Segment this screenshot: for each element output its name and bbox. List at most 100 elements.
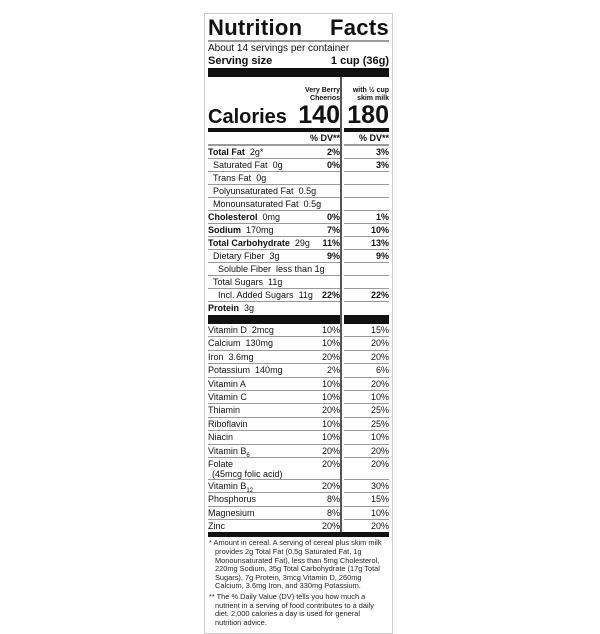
vitamin-dv-cereal: 10% (321, 338, 340, 349)
nutrient-row-milk (344, 172, 389, 185)
nutrient-row-milk (344, 198, 389, 211)
nutrient-name: Incl. Added Sugars (218, 290, 294, 300)
dv-header-milk: % DV** (344, 132, 389, 146)
nutrient-amount: 11g (298, 290, 313, 300)
nutrient-amount: 170mg (246, 225, 274, 235)
vitamin-dv-milk: 25% (370, 418, 389, 429)
vitamin-dv-cereal: 10% (321, 391, 340, 402)
nutrient-label: Soluble Fiber less than 1g (218, 263, 325, 275)
nutrient-row-milk: 22% (344, 289, 389, 302)
nutrient-amount: 11g (268, 277, 283, 287)
vitamin-name: Folate (208, 458, 234, 469)
vitamin-row: Riboflavin 10% (208, 418, 340, 432)
vitamin-row: Potassium 140mg 2% (208, 364, 340, 378)
vitamin-dv-milk: 20% (370, 445, 389, 456)
nutrient-dv-cereal: 2% (326, 147, 340, 157)
vitamin-dv-milk: 15% (370, 494, 389, 505)
vitamin-name: Zinc (208, 521, 226, 532)
nutrient-row: Dietary Fiber 3g 9% (208, 250, 340, 263)
vitamin-label: Vitamin D 2mcg (208, 324, 274, 336)
vitamin-dv-cereal: 20% (321, 458, 340, 469)
vitamin-name: Niacin (208, 432, 234, 443)
nutrient-row: Cholesterol 0mg 0% (208, 211, 340, 224)
vitamin-label: Phosphorus (208, 493, 256, 505)
vitamin-subscript: 6 (246, 452, 250, 459)
vitamin-row: Folate (45mcg folic acid) 20% (208, 458, 340, 480)
vitamin-name: Riboflavin (208, 418, 248, 429)
calories-section: Very Berry Cheerios Calories 140 % DV** … (208, 77, 389, 533)
nutrient-row: Polyunsaturated Fat 0.5g (208, 185, 340, 198)
vitamin-name: Vitamin A (208, 378, 246, 389)
nutrient-label: Sodium 170mg (208, 224, 274, 236)
vitamin-label: Vitamin B6 (208, 445, 250, 459)
vitamin-dv-milk: 10% (370, 507, 389, 518)
nutrient-label: Total Carbohydrate 29g (208, 237, 310, 249)
vitamin-label: Potassium 140mg (208, 364, 283, 376)
nutrient-dv-milk: 1% (375, 212, 389, 222)
vitamin-row-milk: 20% (344, 445, 389, 458)
vitamin-name: Thiamin (208, 405, 241, 416)
vitamin-row-milk: 6% (344, 364, 389, 378)
vitamin-dv-milk: 20% (370, 351, 389, 362)
vitamin-dv-cereal: 10% (321, 378, 340, 389)
vitamin-row: Vitamin A 10% (208, 378, 340, 391)
footnote-daily-value: ** The % Daily Value (DV) tells you how … (209, 592, 374, 627)
nutrient-amount: 0mg (262, 212, 281, 222)
vitamin-row: Magnesium 8% (208, 507, 340, 521)
nutrient-dv-milk: 13% (370, 238, 389, 248)
nutrient-amount: 0g (272, 160, 283, 170)
footnotes: * Amount in cereal. A serving of cereal … (205, 537, 392, 627)
nutrient-dv-milk: 22% (370, 290, 389, 300)
title-word: Facts (330, 15, 389, 40)
vitamin-label: Riboflavin (208, 418, 248, 430)
column-header-cereal: Very Berry Cheerios (304, 87, 340, 102)
nutrient-label: Cholesterol 0mg (208, 211, 280, 223)
label-title: Nutrition Facts (205, 14, 392, 40)
vitamin-name: Vitamin D (208, 325, 247, 335)
serving-size-value: 1 cup (36g) (330, 55, 389, 67)
vitamin-label: Thiamin (208, 404, 240, 416)
servings-per-container: About 14 servings per container (208, 43, 350, 54)
vitamin-row-milk: 25% (344, 418, 389, 432)
vitamin-row: Zinc 20% (208, 520, 340, 532)
vitamin-label: Vitamin A (208, 378, 246, 390)
nutrient-label: Incl. Added Sugars 11g (218, 289, 313, 301)
vitamin-row: Vitamin C 10% (208, 391, 340, 405)
nutrient-row: Trans Fat 0g (208, 172, 340, 185)
vitamin-row: Vitamin B12 20% (208, 480, 340, 494)
nutrient-label: Protein 3g (208, 302, 254, 314)
vitamin-label: Magnesium (208, 507, 255, 519)
vitamin-row: Niacin 10% (208, 431, 340, 445)
nutrient-row: Saturated Fat 0g 0% (208, 159, 340, 172)
vitamin-row-milk: 20% (344, 337, 389, 351)
nutrient-name: Total Fat (208, 147, 245, 157)
nutrient-name: Total Sugars (213, 277, 264, 287)
column-divider (340, 77, 342, 533)
vitamin-dv-cereal: 20% (321, 521, 340, 532)
nutrient-row-milk: 3% (344, 159, 389, 172)
nutrient-row-milk (344, 302, 389, 314)
nutrient-row-milk: 13% (344, 237, 389, 250)
nutrient-row: Total Fat 2g* 2% (208, 146, 340, 159)
vitamin-label: Calcium 130mg (208, 337, 273, 349)
nutrient-dv-milk: 9% (375, 251, 389, 261)
vitamin-row-milk: 30% (344, 480, 389, 494)
vitamin-label: Zinc (208, 520, 225, 532)
nutrient-row-milk: 10% (344, 224, 389, 237)
column-header-cereal-box: Very Berry Cheerios (208, 77, 340, 103)
vitamin-dv-cereal: 10% (321, 325, 340, 335)
nutrient-dv-cereal: 0% (326, 160, 340, 170)
nutrient-row: Monounsaturated Fat 0.5g (208, 198, 340, 211)
calories-milk: 180 (347, 101, 389, 129)
nutrient-row-milk (344, 276, 389, 289)
vitamin-label: Folate (45mcg folic acid) (208, 459, 283, 479)
vitamin-dv-cereal: 10% (321, 432, 340, 443)
vitamin-dv-cereal: 8% (326, 494, 340, 505)
vitamin-dv-cereal: 10% (321, 418, 340, 429)
vitamin-note: (45mcg folic acid) (212, 468, 283, 479)
nutrient-dv-cereal: 9% (326, 251, 340, 261)
nutrient-row-milk: 9% (344, 250, 389, 263)
nutrient-dv-milk: 10% (370, 225, 389, 235)
nutrient-amount: 0.5g (303, 199, 322, 209)
vitamin-row-milk: 20% (344, 351, 389, 365)
